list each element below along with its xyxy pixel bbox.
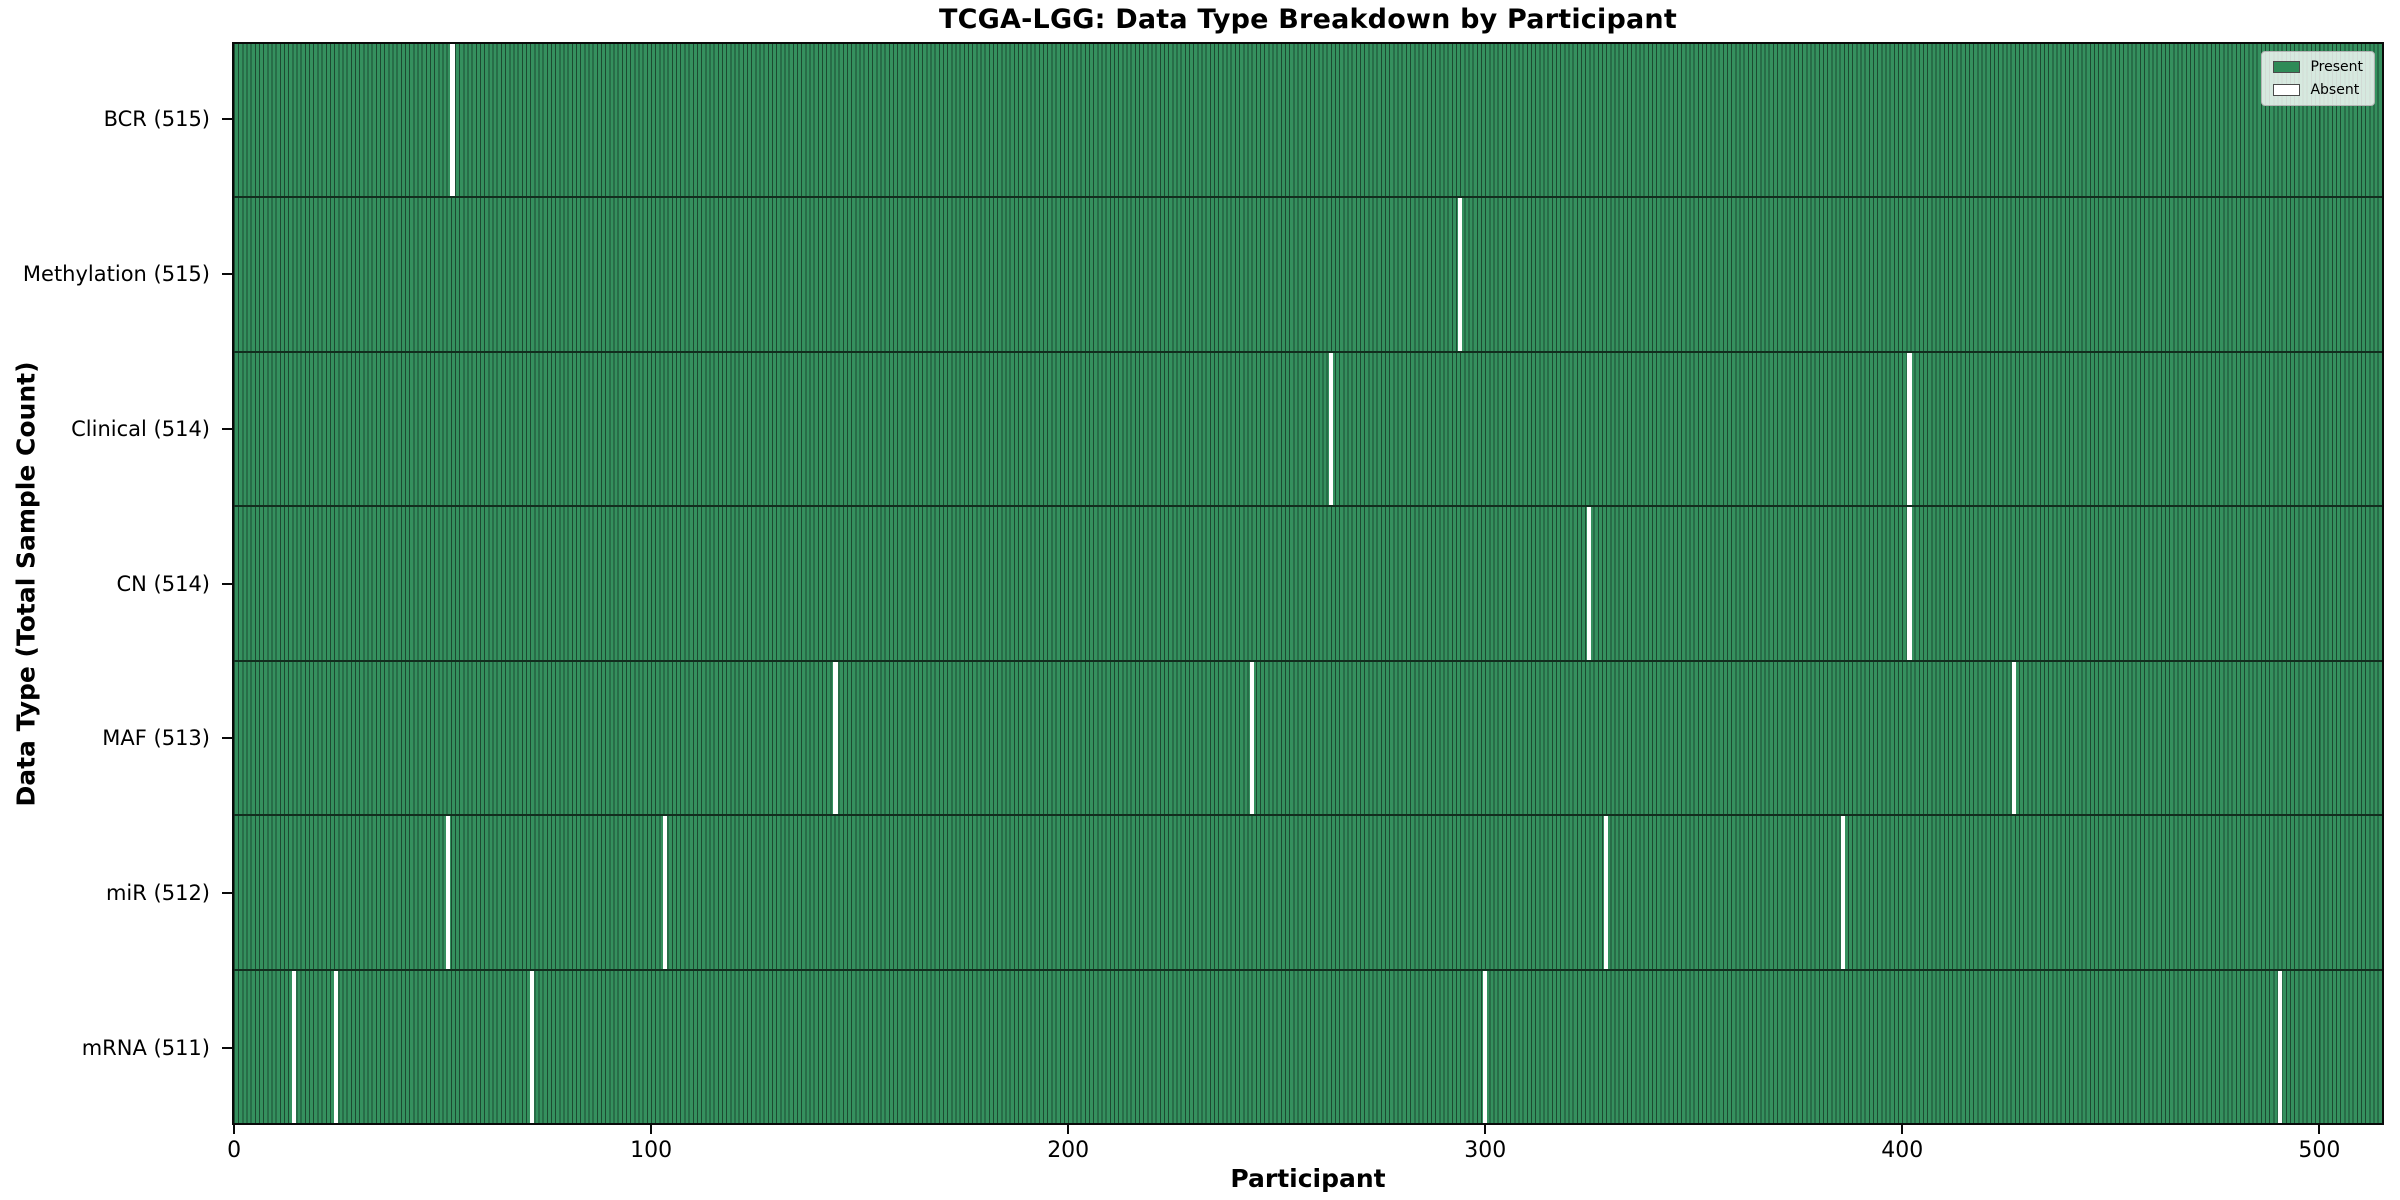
x-tick-label-400: 400	[1881, 1138, 1924, 1163]
x-tick-mark-400	[1901, 1125, 1904, 1134]
absent-gap-clinical-402	[1907, 352, 1912, 506]
y-tick-labels: BCR (515) Methylation (515) Clinical (514)…	[0, 42, 222, 1125]
present-swatch	[2273, 61, 2301, 73]
absent-gap-mrna-71	[529, 970, 534, 1123]
heatmap-row-bcr	[234, 44, 2382, 197]
absent-gap-clinical-263	[1328, 352, 1333, 506]
x-tick-mark-300	[1484, 1125, 1487, 1134]
x-tick-label-100: 100	[630, 1138, 673, 1163]
y-tick-label-bcr: BCR (515)	[103, 107, 210, 132]
y-tick-label-mir: miR (512)	[105, 880, 210, 905]
absent-gap-mir-51	[446, 816, 451, 969]
absent-gap-cn-325	[1586, 507, 1592, 660]
y-tick-mark-methylation	[222, 273, 232, 276]
x-tick-label-200: 200	[1047, 1138, 1090, 1163]
heatmap-row-methylation	[234, 196, 2382, 351]
legend-present-label: Present	[2310, 59, 2363, 75]
x-tick-mark-0	[233, 1125, 236, 1134]
heatmap-row-clinical	[234, 350, 2382, 506]
x-ticks: 0 100 200 300 400 500	[227, 1125, 2384, 1185]
y-tick-label-cn: CN (514)	[116, 571, 210, 596]
absent-gap-methylation-294	[1457, 198, 1463, 351]
plot-area: Present Absent	[232, 42, 2384, 1125]
heatmap-row-cn	[234, 505, 2382, 660]
y-tick-marks	[222, 42, 232, 1125]
x-tick-mark-100	[650, 1125, 653, 1134]
legend-absent-label: Absent	[2310, 82, 2360, 98]
absent-gap-mrna-491	[2277, 970, 2283, 1123]
plot-rows	[234, 44, 2382, 1123]
x-tick-label-500: 500	[2298, 1138, 2341, 1163]
chart-title: TCGA-LGG: Data Type Breakdown by Partici…	[939, 4, 1677, 35]
y-tick-label-methylation: Methylation (515)	[22, 262, 210, 287]
heatmap-row-mrna	[234, 968, 2382, 1123]
absent-gap-cn-402	[1907, 507, 1912, 660]
x-tick-label-0: 0	[227, 1138, 242, 1163]
absent-gap-maf-244	[1249, 661, 1254, 815]
y-tick-mark-clinical	[222, 427, 232, 430]
absent-gap-mrna-24	[333, 970, 339, 1123]
y-tick-mark-cn	[222, 582, 232, 585]
legend-entry-present: Present	[2273, 59, 2363, 75]
y-tick-mark-maf	[222, 737, 232, 740]
absent-gap-mir-329	[1603, 816, 1608, 969]
absent-gap-mir-386	[1840, 816, 1845, 969]
heatmap-row-mir	[234, 814, 2382, 969]
x-tick-label-300: 300	[1464, 1138, 1507, 1163]
absent-gap-maf-427	[2011, 661, 2016, 815]
absent-gap-mir-103	[662, 816, 667, 969]
absent-gap-maf-144	[833, 661, 838, 815]
x-tick-mark-500	[2318, 1125, 2321, 1134]
x-tick-mark-200	[1067, 1125, 1070, 1134]
y-tick-label-maf: MAF (513)	[102, 726, 210, 751]
y-tick-mark-mir	[222, 891, 232, 894]
absent-gap-bcr-52	[450, 44, 455, 197]
legend: Present Absent	[2261, 51, 2375, 106]
y-tick-label-clinical: Clinical (514)	[71, 416, 210, 441]
absent-gap-mrna-300	[1482, 970, 1487, 1123]
legend-entry-absent: Absent	[2273, 82, 2363, 98]
absent-gap-mrna-14	[292, 970, 297, 1123]
y-tick-mark-mrna	[222, 1046, 232, 1049]
x-axis-label: Participant	[1230, 1164, 1386, 1193]
absent-swatch	[2273, 84, 2301, 96]
y-tick-mark-bcr	[222, 118, 232, 121]
y-tick-label-mrna: mRNA (511)	[81, 1035, 210, 1060]
heatmap-row-maf	[234, 659, 2382, 815]
